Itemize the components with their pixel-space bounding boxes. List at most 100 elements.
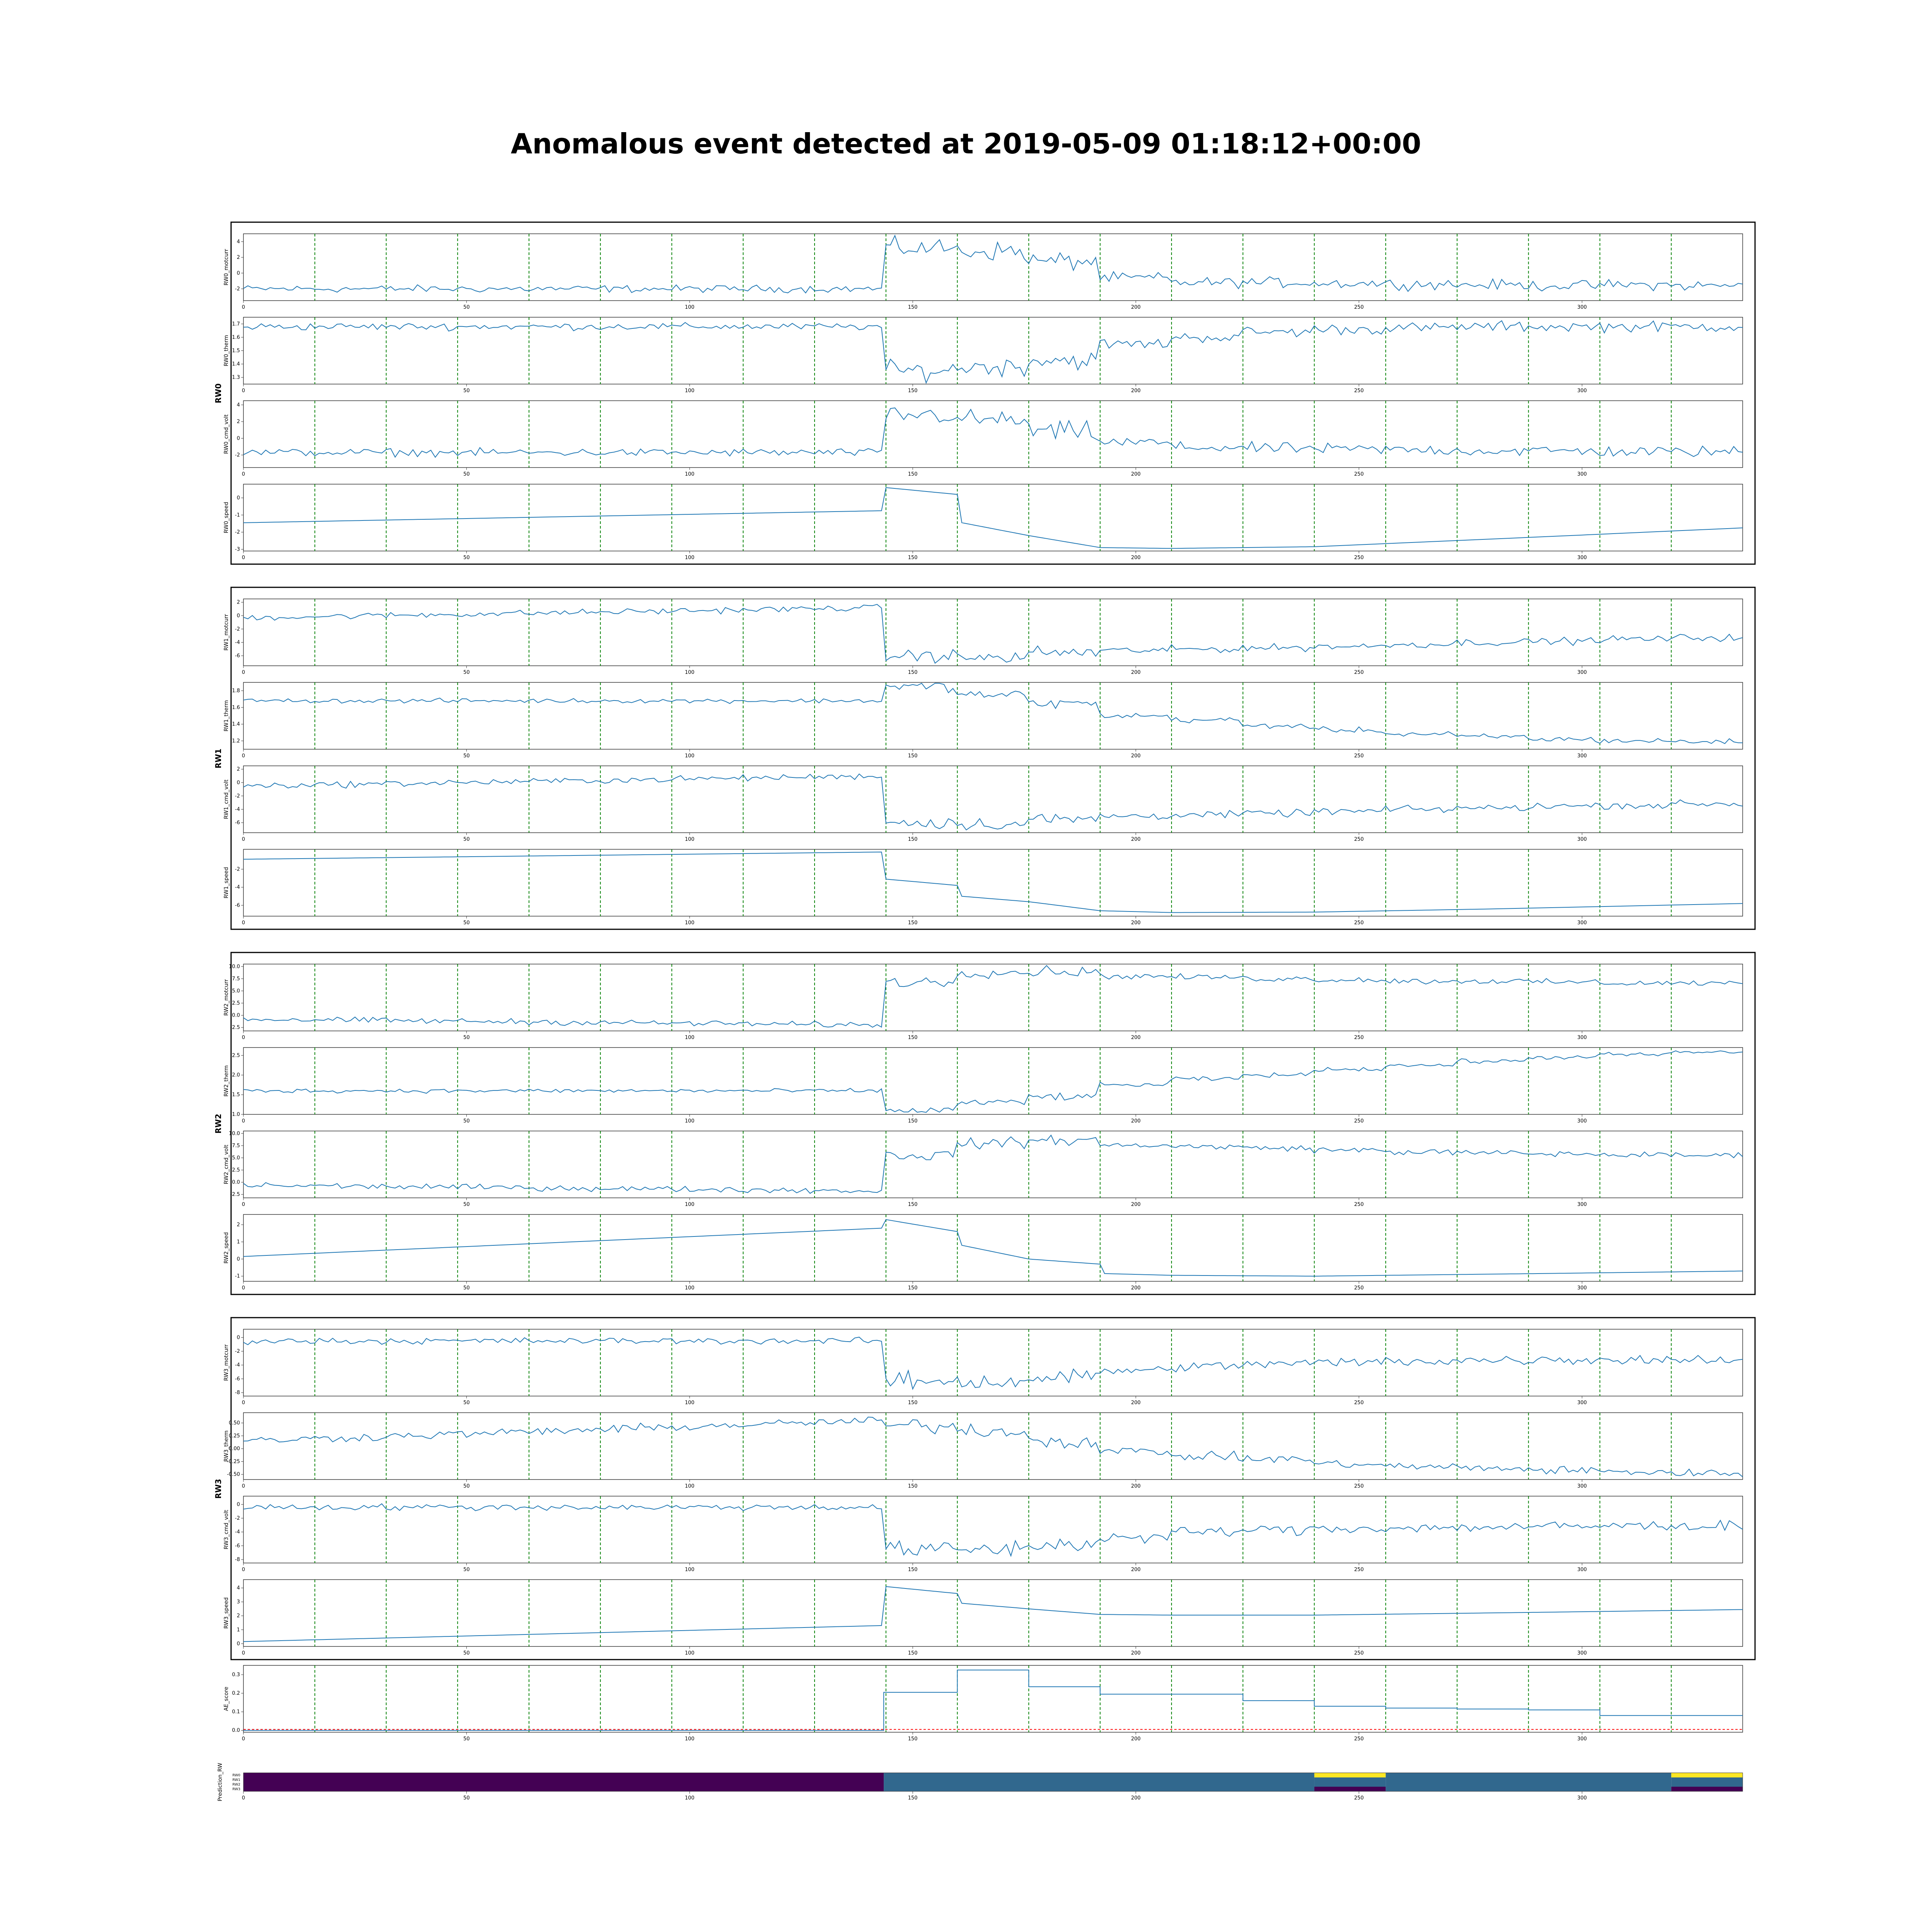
- panel-RW3_therm-y-tick-label: -0.50: [227, 1472, 240, 1478]
- panel-RW0_motcurr-x-tick-label: 250: [1354, 304, 1364, 310]
- panel-RW1_therm-x-tick-label: 150: [908, 753, 918, 759]
- panel-RW1_speed-x-tick-label: 200: [1131, 920, 1141, 926]
- panel-RW2_motcurr-y-tick-label: 0.0: [232, 1013, 240, 1019]
- heatmap-cell: [1386, 1782, 1672, 1787]
- panel-RW2_motcurr-x-tick-label: 300: [1577, 1035, 1587, 1041]
- heatmap-cell: [1314, 1787, 1386, 1791]
- panel-RW1_cmd_volt-y-tick-label: -2: [235, 793, 240, 799]
- panel-RW0_speed-series-line: [243, 487, 1743, 549]
- panel-RW2_speed-x-tick-label: 200: [1131, 1285, 1141, 1291]
- panel-RW3_speed-x-tick-label: 150: [908, 1650, 918, 1656]
- panel-RW1_therm-x-tick-label: 0: [242, 753, 245, 759]
- panel-RW3_speed-y-tick-label: 4: [237, 1585, 240, 1591]
- panel-RW0_therm-x-tick-label: 100: [685, 388, 694, 394]
- panel-RW2_cmd_volt-y-tick-label: 2.5: [232, 1167, 240, 1173]
- panel-RW0_motcurr-y-axis-label: RW0_motcurr: [223, 249, 230, 286]
- panel-RW0_therm-x-tick-label: 300: [1577, 388, 1587, 394]
- panel-RW2_cmd_volt-x-tick-label: 50: [463, 1202, 470, 1208]
- panel-RW3_therm-y-tick-label: -0.25: [227, 1459, 240, 1464]
- panel-RW1_therm-y-axis-label: RW1_therm: [223, 700, 230, 731]
- panel-RW0_therm-frame: [243, 317, 1743, 384]
- heatmap-row-label: RW1: [232, 1778, 240, 1782]
- panel-RW2_speed-y-tick-label: -1: [235, 1274, 240, 1279]
- panel-RW2_motcurr-y-tick-label: 5.0: [232, 988, 240, 994]
- panel-RW3_motcurr-y-tick-label: -4: [235, 1362, 240, 1368]
- panel-RW3_motcurr-x-tick-label: 0: [242, 1400, 245, 1406]
- panel-RW0_cmd_volt-y-tick-label: 4: [237, 402, 240, 408]
- ae-score-line: [243, 1670, 1743, 1731]
- panel-RW2_motcurr-y-tick-label: 10.0: [229, 964, 240, 969]
- panel-RW3_speed-x-tick-label: 300: [1577, 1650, 1587, 1656]
- panel-RW2_motcurr-x-tick-label: 50: [463, 1035, 470, 1041]
- panel-RW1_motcurr-series-line: [243, 604, 1743, 664]
- panel-RW3_motcurr-series-line: [243, 1337, 1743, 1390]
- panel-RW2_therm-x-tick-label: 100: [685, 1118, 694, 1124]
- panel-RW2_cmd_volt-y-tick-label: 10.0: [229, 1131, 240, 1136]
- panel-RW3_motcurr-x-tick-label: 300: [1577, 1400, 1587, 1406]
- panel-RW1_speed-y-axis-label: RW1_speed: [223, 867, 230, 898]
- panel-RW3_motcurr-y-axis-label: RW3_motcurr: [223, 1344, 230, 1381]
- panel-RW3_speed-y-tick-label: 2: [237, 1613, 240, 1619]
- panel-RW0_speed-x-tick-label: 250: [1354, 555, 1364, 561]
- panel-RW0_therm-x-tick-label: 0: [242, 388, 245, 394]
- heatmap-x-tick-label: 100: [685, 1795, 694, 1801]
- panel-RW3_speed-y-tick-label: 1: [237, 1627, 240, 1633]
- panel-RW1_motcurr-y-tick-label: -4: [235, 639, 240, 645]
- panel-RW0_speed-x-tick-label: 200: [1131, 555, 1141, 561]
- panel-RW3_cmd_volt-x-tick-label: 50: [463, 1567, 470, 1573]
- panel-RW2_cmd_volt-y-axis-label: RW2_cmd_volt: [223, 1145, 230, 1184]
- panel-RW0_speed-y-tick-label: -2: [235, 529, 240, 535]
- panel-RW1_cmd_volt-y-tick-label: -6: [235, 820, 240, 826]
- heatmap-row-label: RW2: [232, 1783, 240, 1787]
- panel-RW3_therm-x-tick-label: 250: [1354, 1483, 1364, 1489]
- ae-score-y-tick-label: 0.1: [232, 1709, 240, 1715]
- panel-RW3_therm-x-tick-label: 200: [1131, 1483, 1141, 1489]
- panel-RW3_therm-x-tick-label: 100: [685, 1483, 694, 1489]
- panel-RW0_speed-x-tick-label: 50: [463, 555, 470, 561]
- panel-RW0_cmd_volt-x-tick-label: 200: [1131, 471, 1141, 477]
- panel-RW2_motcurr-y-axis-label: RW2_motcurr: [223, 979, 230, 1016]
- panel-RW0_speed-x-tick-label: 300: [1577, 555, 1587, 561]
- ae-score-x-tick-label: 250: [1354, 1736, 1364, 1742]
- panel-RW1_cmd_volt-frame: [243, 765, 1743, 833]
- heatmap-cell: [1671, 1773, 1743, 1777]
- panel-RW3_cmd_volt-x-tick-label: 0: [242, 1567, 245, 1573]
- panel-RW2_therm-x-tick-label: 50: [463, 1118, 470, 1124]
- panel-RW1_cmd_volt-series-line: [243, 773, 1743, 831]
- panel-RW2_cmd_volt-frame: [243, 1131, 1743, 1198]
- panel-RW2_cmd_volt-x-tick-label: 0: [242, 1202, 245, 1208]
- panel-RW2_cmd_volt-y-tick-label: 7.5: [232, 1143, 240, 1149]
- panel-RW2_therm-y-tick-label: 1.5: [232, 1092, 240, 1098]
- panel-RW2_speed-x-tick-label: 0: [242, 1285, 245, 1291]
- panel-RW1_motcurr-x-tick-label: 50: [463, 670, 470, 675]
- panel-RW0_therm-x-tick-label: 150: [908, 388, 918, 394]
- panel-RW2_cmd_volt-x-tick-label: 150: [908, 1202, 918, 1208]
- heatmap-cell: [884, 1777, 1315, 1782]
- panel-RW0_speed-x-tick-label: 150: [908, 555, 918, 561]
- panel-RW0_cmd_volt-series-line: [243, 407, 1743, 458]
- panel-RW1_therm-x-tick-label: 250: [1354, 753, 1364, 759]
- panel-RW2_speed-y-tick-label: 0: [237, 1256, 240, 1262]
- panel-RW1_motcurr-y-tick-label: -2: [235, 626, 240, 632]
- panel-RW1_therm-y-tick-label: 1.8: [232, 688, 240, 694]
- panel-RW0_motcurr-series-line: [243, 235, 1743, 294]
- heatmap-x-tick-label: 300: [1577, 1795, 1587, 1801]
- panel-RW0_motcurr-y-tick-label: 2: [237, 255, 240, 260]
- panel-RW0_speed-y-tick-label: -1: [235, 512, 240, 518]
- group-label-RW0: RW0: [214, 383, 223, 403]
- panel-RW0_therm-y-axis-label: RW0_therm: [223, 335, 230, 366]
- panel-RW0_motcurr-frame: [243, 233, 1743, 301]
- panel-RW0_cmd_volt-y-tick-label: -2: [235, 452, 240, 458]
- panel-RW1_cmd_volt-y-tick-label: 0: [237, 780, 240, 786]
- panel-RW3_motcurr-x-tick-label: 250: [1354, 1400, 1364, 1406]
- heatmap-cell: [884, 1787, 1315, 1791]
- panel-RW2_motcurr-frame: [243, 964, 1743, 1031]
- panel-RW1_motcurr-y-tick-label: -6: [235, 653, 240, 659]
- ae-score-x-tick-label: 50: [463, 1736, 470, 1742]
- panel-RW3_therm-x-tick-label: 300: [1577, 1483, 1587, 1489]
- panel-RW0_therm-y-tick-label: 1.4: [232, 361, 240, 367]
- panel-RW3_motcurr-x-tick-label: 150: [908, 1400, 918, 1406]
- panel-RW0_cmd_volt-x-tick-label: 250: [1354, 471, 1364, 477]
- panel-RW2_speed-frame: [243, 1214, 1743, 1282]
- panel-RW0_motcurr-x-tick-label: 200: [1131, 304, 1141, 310]
